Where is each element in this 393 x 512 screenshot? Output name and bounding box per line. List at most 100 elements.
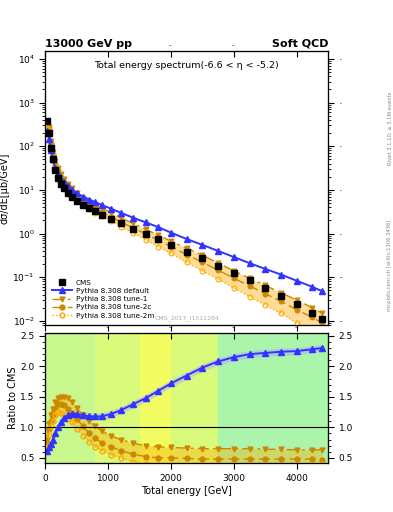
Pythia 8.308 tune-2c [45,119,50,125]
Pythia 8.308 tune-2m [169,250,173,257]
Pythia 8.308 tune-2c [62,179,66,185]
Pythia 8.308 tune-1 [231,268,236,274]
Pythia 8.308 tune-1 [81,195,85,201]
Pythia 8.308 tune-2c [200,259,205,265]
Pythia 8.308 tune-1 [320,310,324,316]
Pythia 8.308 tune-1 [47,123,51,130]
CMS [55,175,60,181]
Pythia 8.308 tune-1 [55,165,60,171]
Pythia 8.308 tune-1 [247,275,252,281]
Pythia 8.308 tune-2m [74,197,79,203]
Text: CMS_2017_I1511284: CMS_2017_I1511284 [154,315,219,321]
Pythia 8.308 tune-2c [93,205,98,211]
Pythia 8.308 tune-2c [53,161,58,167]
Pythia 8.308 default [59,176,63,182]
Pythia 8.308 default [87,197,92,203]
CMS [59,180,63,186]
Pythia 8.308 tune-1 [50,148,55,155]
Pythia 8.308 tune-2m [47,126,51,133]
Pythia 8.308 tune-1 [99,205,104,211]
CMS [66,190,70,196]
Pythia 8.308 tune-2c [131,225,136,231]
CMS [184,249,189,255]
Pythia 8.308 tune-2m [55,169,60,176]
Pythia 8.308 default [55,170,60,176]
Pythia 8.308 default [169,229,173,236]
Pythia 8.308 tune-2m [310,328,315,334]
Pythia 8.308 default [294,278,299,284]
Pythia 8.308 tune-2c [169,244,173,250]
Pythia 8.308 default [66,183,70,189]
Pythia 8.308 tune-2m [184,259,189,265]
Text: 13000 GeV pp: 13000 GeV pp [45,38,132,49]
Pythia 8.308 tune-2c [310,314,315,321]
Pythia 8.308 tune-2m [93,209,98,216]
CMS [200,255,205,262]
CMS [87,205,92,211]
Pythia 8.308 tune-2c [216,267,220,273]
CMS [93,208,98,215]
Pythia 8.308 tune-1 [310,305,315,311]
CMS [99,211,104,218]
CMS [109,217,114,223]
Pythia 8.308 default [93,199,98,205]
Pythia 8.308 tune-2c [109,214,114,220]
Pythia 8.308 default [99,202,104,208]
Pythia 8.308 tune-2m [156,244,161,250]
Text: Total energy spectrum(-6.6 < η < -5.2): Total energy spectrum(-6.6 < η < -5.2) [94,61,279,70]
Pythia 8.308 tune-1 [93,202,98,208]
CMS [231,270,236,276]
CMS [69,194,74,200]
Pythia 8.308 tune-2m [50,152,55,158]
Pythia 8.308 tune-2c [118,219,123,225]
Line: Pythia 8.308 tune-1: Pythia 8.308 tune-1 [45,118,324,315]
Pythia 8.308 tune-2c [294,307,299,313]
Pythia 8.308 tune-1 [59,171,63,177]
Pythia 8.308 tune-1 [184,245,189,251]
Pythia 8.308 default [310,284,315,290]
Pythia 8.308 tune-2m [143,237,148,243]
CMS [156,236,161,242]
Text: Soft QCD: Soft QCD [272,38,328,49]
Pythia 8.308 tune-2c [231,275,236,281]
CMS [169,242,173,248]
Pythia 8.308 tune-2m [99,213,104,219]
Pythia 8.308 tune-2m [200,268,205,274]
CMS [47,130,51,136]
Pythia 8.308 tune-2c [99,209,104,215]
CMS [50,156,55,162]
Pythia 8.308 default [45,128,50,134]
X-axis label: Total energy [GeV]: Total energy [GeV] [141,485,232,496]
CMS [53,167,58,174]
Pythia 8.308 tune-2c [66,183,70,189]
Pythia 8.308 tune-2m [320,335,324,341]
Pythia 8.308 tune-1 [200,252,205,258]
Pythia 8.308 tune-2m [48,141,53,147]
Pythia 8.308 tune-2c [47,125,51,131]
Pythia 8.308 tune-2m [109,218,114,224]
Line: Pythia 8.308 tune-2c: Pythia 8.308 tune-2c [45,119,324,325]
CMS [310,310,315,316]
Pythia 8.308 tune-2m [131,230,136,236]
CMS [62,185,66,191]
Pythia 8.308 default [263,266,268,272]
CMS [45,118,50,124]
Legend: CMS, Pythia 8.308 default, Pythia 8.308 tune-1, Pythia 8.308 tune-2c, Pythia 8.3: CMS, Pythia 8.308 default, Pythia 8.308 … [49,277,157,322]
Pythia 8.308 tune-1 [87,199,92,205]
CMS [247,277,252,283]
Pythia 8.308 tune-1 [169,238,173,244]
Pythia 8.308 tune-2c [184,251,189,258]
CMS [118,221,123,227]
Pythia 8.308 tune-1 [294,297,299,303]
Pythia 8.308 default [216,248,220,254]
Pythia 8.308 tune-2c [50,151,55,157]
Pythia 8.308 tune-1 [216,260,220,266]
Pythia 8.308 tune-2c [320,320,324,326]
Pythia 8.308 tune-2m [263,302,268,308]
Pythia 8.308 tune-2m [62,181,66,187]
Pythia 8.308 tune-1 [156,232,161,238]
Y-axis label: dσ/dE[μb/GeV]: dσ/dE[μb/GeV] [0,153,10,224]
Pythia 8.308 tune-2m [87,206,92,212]
Pythia 8.308 tune-1 [48,138,53,144]
Pythia 8.308 default [131,215,136,221]
